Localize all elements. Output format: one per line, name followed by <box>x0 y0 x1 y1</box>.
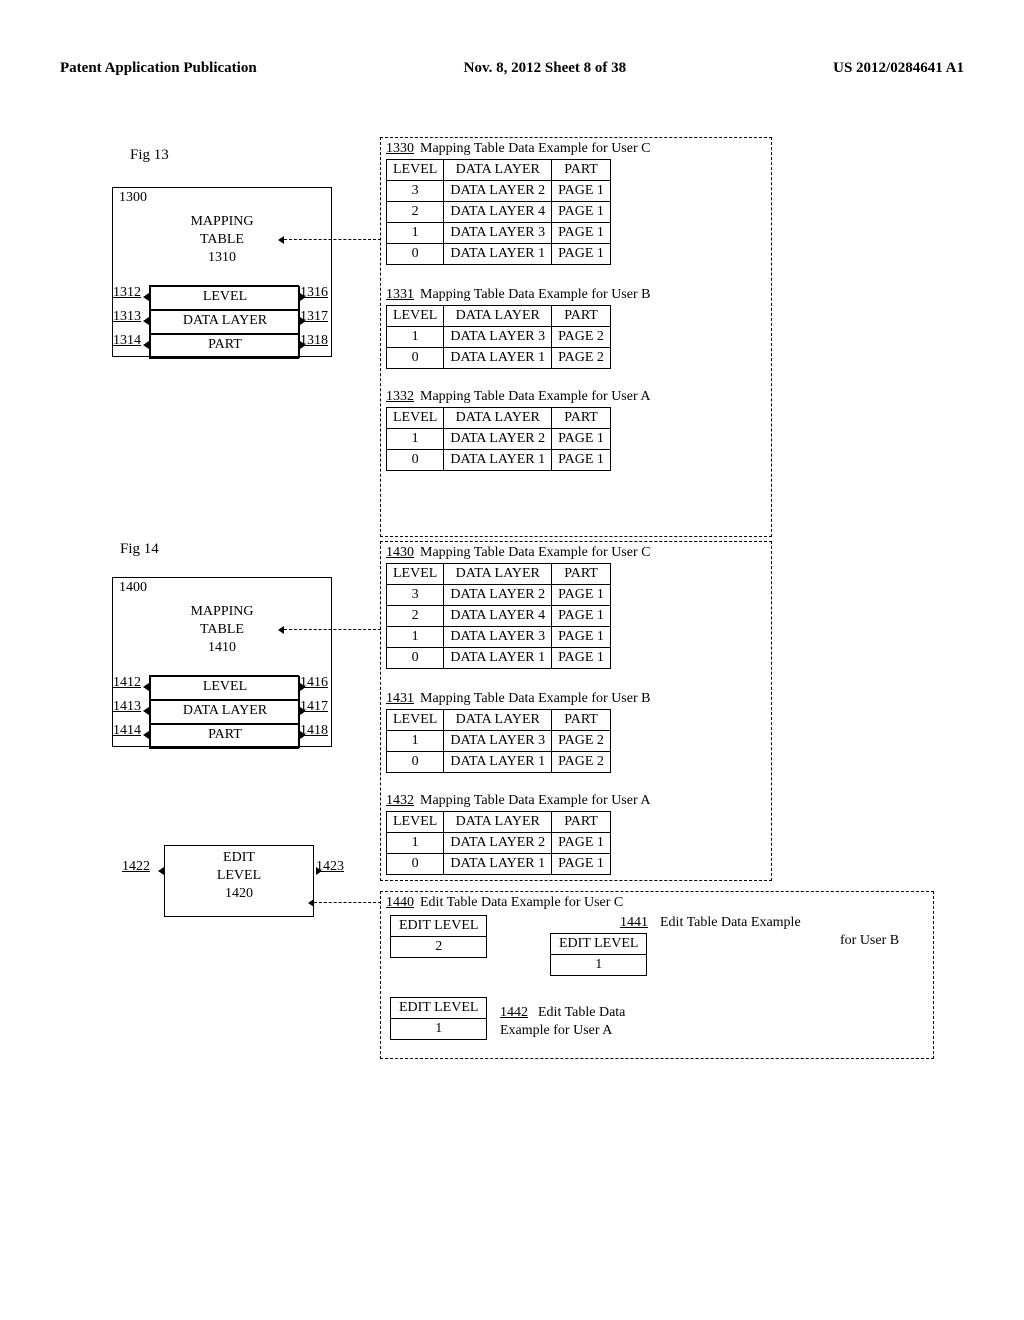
fig14-mapping-l1: MAPPING <box>113 604 331 620</box>
fig14-table-1432: LEVELDATA LAYERPART 1DATA LAYER 2PAGE 1 … <box>386 811 611 875</box>
fig14-t1432-ref: 1432 <box>386 793 414 809</box>
fig13-mapping-l1: MAPPING <box>113 214 331 230</box>
fig13-t1332-ref: 1332 <box>386 389 414 405</box>
fig14-ref-1413: 1413 <box>113 699 141 715</box>
fig14-edit-arrow <box>314 902 381 903</box>
fig14-attr-part: PART <box>150 724 300 748</box>
fig14-label: Fig 14 <box>120 541 159 558</box>
header-right: US 2012/0284641 A1 <box>833 60 964 77</box>
fig14-attr-container: LEVEL DATA LAYER PART <box>149 675 299 749</box>
fig13-label: Fig 13 <box>130 147 169 164</box>
edit-1441-ref: 1441 <box>620 915 648 931</box>
fig14-edit-l1: EDIT <box>165 850 313 866</box>
fig13-t1331-ref: 1331 <box>386 287 414 303</box>
fig14-table-1431: LEVELDATA LAYERPART 1DATA LAYER 3PAGE 2 … <box>386 709 611 773</box>
fig14-mapping-l2: TABLE <box>113 622 331 638</box>
fig14-edit-box: EDIT LEVEL 1420 <box>164 845 314 917</box>
fig13-attr-datalayer: DATA LAYER <box>150 310 300 334</box>
fig14-ref-1414: 1414 <box>113 723 141 739</box>
fig13-t1331-title: Mapping Table Data Example for User B <box>420 287 650 303</box>
fig13-ref-1314: 1314 <box>113 333 141 349</box>
edit-1440-title: Edit Table Data Example for User C <box>420 895 623 911</box>
fig13-ref-1312: 1312 <box>113 285 141 301</box>
fig13-attr-part: PART <box>150 334 300 358</box>
fig14-box-id: 1400 <box>119 580 147 596</box>
fig14-edit-l2: LEVEL <box>165 868 313 884</box>
edit-1442-ref: 1442 <box>500 1005 528 1021</box>
page-header: Patent Application Publication Nov. 8, 2… <box>60 60 964 77</box>
edit-table-a: EDIT LEVEL 1 <box>390 997 487 1040</box>
edit-1442-txt2: Example for User A <box>500 1023 612 1039</box>
fig14-attr-datalayer: DATA LAYER <box>150 700 300 724</box>
edit-table-c: EDIT LEVEL 2 <box>390 915 487 958</box>
fig13-attr-level: LEVEL <box>150 286 300 310</box>
fig14-t1431-title: Mapping Table Data Example for User B <box>420 691 650 707</box>
fig14-attr-level: LEVEL <box>150 676 300 700</box>
edit-1441-txt1: Edit Table Data Example <box>660 915 801 931</box>
fig14-edit-l3: 1420 <box>165 886 313 902</box>
edit-1442-txt1: Edit Table Data <box>538 1005 625 1021</box>
fig14-t1431-ref: 1431 <box>386 691 414 707</box>
fig14-mapping-l3: 1410 <box>113 640 331 656</box>
edit-1441-txt2: for User B <box>840 933 899 949</box>
fig13-attr-container: LEVEL DATA LAYER PART <box>149 285 299 359</box>
header-center: Nov. 8, 2012 Sheet 8 of 38 <box>464 60 627 77</box>
fig14-t1430-ref: 1430 <box>386 545 414 561</box>
fig13-t1330-title: Mapping Table Data Example for User C <box>420 141 650 157</box>
fig13-table-1330: LEVELDATA LAYERPART 3DATA LAYER 2PAGE 1 … <box>386 159 611 265</box>
header-left: Patent Application Publication <box>60 60 257 77</box>
edit-table-b: EDIT LEVEL 1 <box>550 933 647 976</box>
fig14-t1430-title: Mapping Table Data Example for User C <box>420 545 650 561</box>
fig14-table-1430: LEVELDATA LAYERPART 3DATA LAYER 2PAGE 1 … <box>386 563 611 669</box>
fig14-t1432-title: Mapping Table Data Example for User A <box>420 793 650 809</box>
fig13-mapping-l2: TABLE <box>113 232 331 248</box>
fig13-box-id: 1300 <box>119 190 147 206</box>
fig13-ref-1313: 1313 <box>113 309 141 325</box>
fig13-t1330-ref: 1330 <box>386 141 414 157</box>
fig13-table-1332: LEVELDATA LAYERPART 1DATA LAYER 2PAGE 1 … <box>386 407 611 471</box>
edit-1440-ref: 1440 <box>386 895 414 911</box>
fig13-mapping-l3: 1310 <box>113 250 331 266</box>
fig13-table-1331: LEVELDATA LAYERPART 1DATA LAYER 3PAGE 2 … <box>386 305 611 369</box>
fig14-ref-1412: 1412 <box>113 675 141 691</box>
figure-content: Fig 13 1300 MAPPING TABLE 1310 LEVEL DAT… <box>60 167 964 1267</box>
fig13-mapping-arrow <box>284 239 381 240</box>
fig13-t1332-title: Mapping Table Data Example for User A <box>420 389 650 405</box>
fig14-ref-1422: 1422 <box>122 859 150 875</box>
fig14-mapping-arrow <box>284 629 381 630</box>
